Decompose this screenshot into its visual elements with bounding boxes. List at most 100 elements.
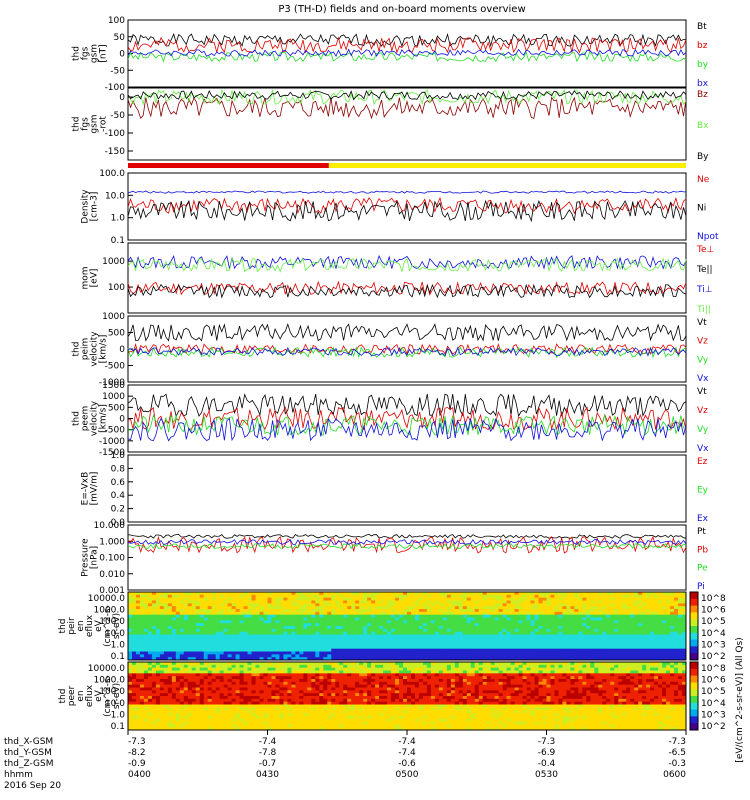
spectrogram-cell [219, 664, 225, 669]
spectrogram-cell [371, 600, 376, 604]
spectrogram-cell [339, 648, 344, 652]
spectrogram-cell [131, 643, 137, 647]
spectrogram-cell [263, 713, 268, 717]
spectrogram-cell [291, 617, 296, 621]
spectrogram-cell [650, 654, 655, 658]
spectrogram-cell [199, 710, 205, 714]
spectrogram-cell [203, 713, 209, 717]
spectrogram-cell [502, 611, 508, 616]
spectrogram-cell [295, 687, 300, 691]
spectrogram-cell [602, 654, 607, 658]
spectrogram-cell [371, 594, 376, 599]
spectrogram-cell [391, 594, 396, 599]
spectrogram-cell [331, 594, 336, 599]
spectrogram-cell [191, 623, 197, 627]
spectrogram-cell [199, 724, 205, 728]
spectrogram-cell [383, 597, 388, 601]
spectrogram-cell [243, 698, 248, 703]
spectrogram-cell [315, 592, 320, 596]
spectrogram-cell [179, 670, 185, 674]
spectrogram-cell [259, 687, 264, 691]
spectrogram-cell [379, 657, 384, 661]
spectrogram-cell [251, 687, 256, 691]
spectrogram-cell [243, 676, 248, 680]
spectrogram-cell [403, 628, 408, 633]
peem-ylabel-line: [km/s] [99, 404, 109, 433]
spectrogram-cell [267, 654, 272, 658]
spectrogram-cell [183, 670, 189, 674]
spectrogram-cell [255, 690, 260, 694]
spectrogram-cell [602, 594, 607, 599]
spectrogram-cell [327, 718, 332, 722]
spectrogram-cell [147, 718, 153, 722]
spectrogram-cell [335, 713, 340, 717]
tick-label: -1000 [99, 437, 125, 447]
spectrogram-cell [590, 594, 595, 599]
legend-entry: Ni [697, 204, 706, 214]
spectrogram-cell [614, 657, 619, 661]
spectrogram-cell [287, 600, 292, 604]
spectrogram-cell [255, 594, 260, 599]
spectrogram-cell [626, 634, 631, 638]
legend-entry: Te|| [696, 265, 713, 275]
spectrogram-cell [367, 609, 372, 613]
spectrogram-cell [343, 701, 348, 705]
spectrogram-cell [534, 617, 539, 621]
spectrogram-cell [215, 710, 221, 714]
spectrogram-cell [530, 600, 535, 604]
spectrogram-cell [131, 592, 137, 596]
spectrogram-cell [335, 626, 340, 630]
spectrogram-cell [247, 727, 252, 731]
spectrogram-cell [383, 645, 388, 650]
spectrogram-cell [526, 597, 531, 601]
spectrogram-cell [227, 710, 233, 714]
spectrogram-cell [303, 631, 308, 635]
spectrogram-cell [383, 657, 388, 661]
spectrogram-cell [351, 611, 356, 616]
spectrogram-cell [434, 626, 440, 630]
spectrogram-cell [267, 594, 272, 599]
spectrogram-cell [430, 614, 436, 618]
spectrogram-cell [642, 609, 647, 613]
spectrogram-cell [243, 701, 248, 705]
spectrogram-cell [554, 637, 559, 641]
spectrogram-cell [219, 651, 225, 655]
spectrogram-cell [450, 617, 456, 621]
spectrogram-cell [678, 631, 683, 635]
series-line-pressure [127, 533, 687, 539]
spectrogram-cell [163, 620, 169, 624]
spectrogram-cell [243, 631, 248, 635]
spectrogram-cell [387, 611, 392, 616]
spectrogram-cell [562, 654, 567, 658]
spectrogram-cell [279, 628, 284, 633]
spectrogram-cell [522, 606, 527, 610]
spectrogram-cell [375, 654, 380, 658]
spectrogram-cell [418, 603, 424, 607]
spectrogram-cell [163, 614, 169, 618]
spectrogram-cell [371, 657, 376, 661]
spectrogram-cell [303, 628, 308, 633]
spectrogram-cell [654, 626, 659, 630]
spectrogram-cell [482, 617, 488, 621]
spectrogram-cell [546, 623, 551, 627]
spectrogram-cell [199, 600, 205, 604]
spectrogram-cell [175, 594, 181, 599]
spectrogram-cell [263, 628, 268, 633]
spectrogram-cell [135, 676, 141, 680]
spectrogram-cell [327, 634, 332, 638]
spectrogram-cell [247, 640, 252, 644]
spectrogram-cell [550, 623, 555, 627]
spectrogram-cell [598, 631, 603, 635]
spectrogram-cell [131, 597, 137, 601]
spectrogram-cell [634, 606, 639, 610]
spectrogram-cell [442, 606, 448, 610]
spectrogram-cell [594, 654, 599, 658]
spectrogram-cell [335, 614, 340, 618]
spectrogram-cell [171, 640, 177, 644]
spectrogram-cell [638, 620, 643, 624]
spectrogram-cell [159, 696, 165, 700]
spectrogram-cell [578, 643, 583, 647]
tick-label: -1500 [99, 448, 125, 458]
spectrogram-cell [518, 657, 523, 661]
spectrogram-cell [498, 657, 504, 661]
